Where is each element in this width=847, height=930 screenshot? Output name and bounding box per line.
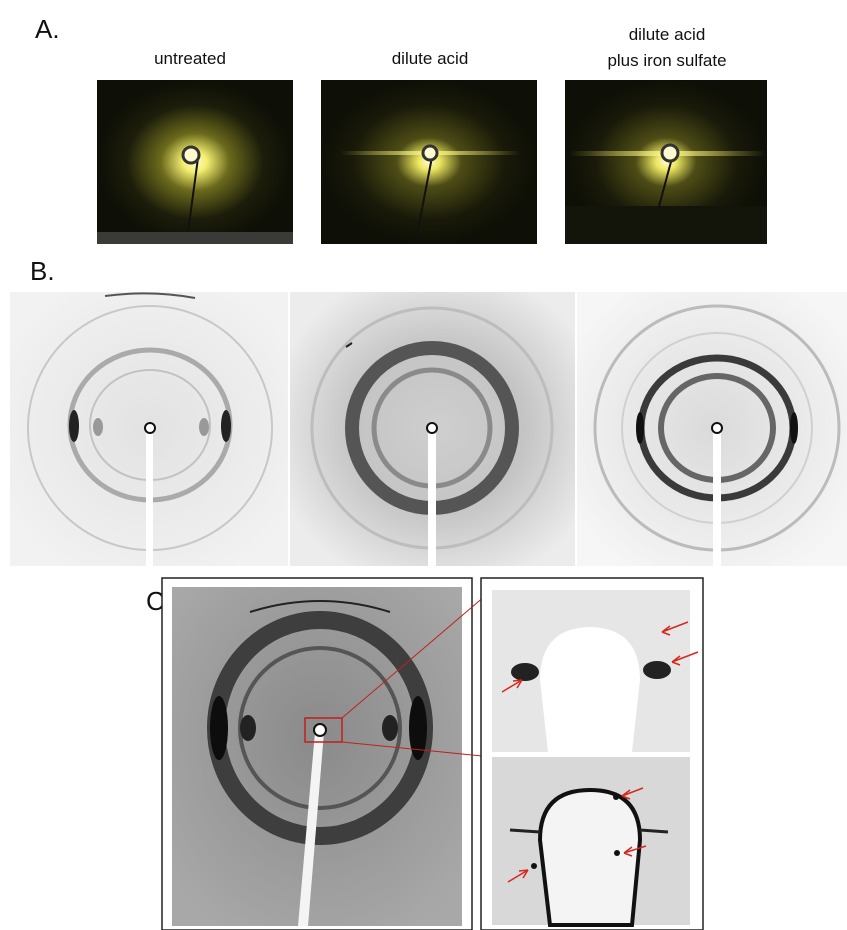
diffraction-iron-sulfate: [577, 292, 847, 566]
photo-iron-sulfate: [565, 80, 767, 244]
caption: dilute acid: [392, 49, 469, 68]
caption: plus iron sulfate: [607, 51, 726, 70]
figure: A. untreated dilute acid dilute acid plu…: [0, 0, 847, 930]
caption: dilute acid: [629, 25, 706, 44]
panel-label: A.: [35, 14, 60, 44]
diffraction-zoom: [172, 587, 462, 926]
photo-untreated: [97, 80, 293, 244]
page: A. untreated dilute acid dilute acid plu…: [0, 0, 847, 930]
caption: untreated: [154, 49, 226, 68]
inset-top: [492, 590, 690, 752]
photo-dilute-acid: [321, 80, 537, 244]
diffraction-dilute-acid: [290, 292, 575, 566]
panel-label: B.: [30, 256, 55, 286]
inset-bottom: [492, 757, 690, 925]
diffraction-untreated: [10, 292, 288, 566]
